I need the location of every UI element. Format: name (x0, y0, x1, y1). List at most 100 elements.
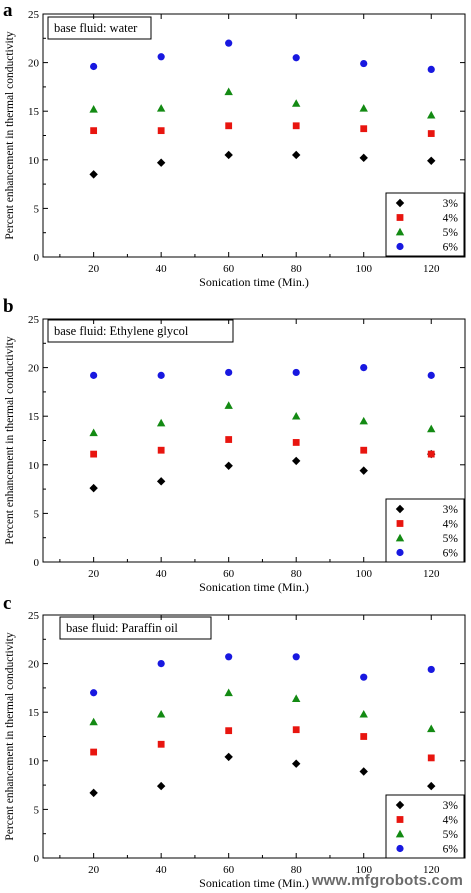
data-point (224, 461, 233, 470)
x-tick-label: 60 (223, 568, 235, 580)
data-point (89, 483, 98, 493)
data-point (157, 371, 165, 379)
data-point (156, 477, 166, 486)
x-tick-label: 40 (156, 864, 168, 876)
chart-panel-a: a base fluid: water 0 5 10 15 20 25 20 40 60 80 100 1… (3, 0, 466, 289)
data-point (359, 104, 368, 112)
data-point (225, 122, 233, 130)
data-point (360, 364, 368, 372)
legend-marker (396, 816, 404, 823)
legend-label: 3% (443, 198, 459, 210)
legend: 3% 4% 5% 6% (385, 498, 465, 563)
data-point (292, 54, 300, 62)
legend-label: 6% (443, 548, 459, 560)
data-point (427, 724, 436, 733)
x-tick-label: 60 (223, 864, 235, 876)
x-tick-label: 20 (88, 263, 100, 275)
data-point (427, 754, 435, 762)
base-fluid-label: base fluid: Ethylene glycol (54, 324, 189, 338)
data-point (224, 87, 233, 96)
legend-label: 4% (443, 815, 459, 827)
data-point (89, 105, 98, 113)
x-axis-label: Sonication time (Min.) (199, 580, 309, 594)
series-4% (90, 122, 435, 137)
series-5% (89, 688, 436, 733)
legend: 3% 4% 5% 6% (385, 794, 465, 859)
base-fluid-label: base fluid: Paraffin oil (66, 621, 178, 635)
data-point (292, 99, 301, 107)
data-point (157, 660, 165, 668)
base-fluid-label: base fluid: water (54, 21, 138, 35)
data-point (89, 717, 98, 726)
y-tick-label: 25 (28, 610, 40, 622)
series-6% (90, 653, 435, 697)
x-tick-label: 120 (423, 568, 440, 580)
legend-marker (396, 520, 404, 527)
y-tick-label: 10 (28, 460, 40, 472)
data-point (292, 759, 301, 768)
legend-marker (395, 227, 405, 236)
data-point (156, 709, 166, 718)
y-tick-label: 0 (34, 853, 40, 865)
y-tick-label: 5 (34, 804, 40, 816)
base-fluid-box (59, 616, 212, 640)
data-point (292, 412, 301, 420)
y-tick-label: 10 (28, 155, 40, 167)
x-axis-label: Sonication time (Min.) (199, 275, 309, 289)
data-point (90, 748, 98, 756)
y-tick-label: 5 (34, 203, 40, 215)
y-tick-label: 0 (34, 252, 40, 264)
x-tick-label: 100 (355, 263, 372, 275)
data-point (427, 156, 436, 165)
legend-label: 6% (443, 844, 459, 856)
x-tick-label: 20 (88, 568, 100, 580)
data-point (225, 436, 233, 443)
legend-marker (395, 198, 405, 208)
legend-marker (395, 829, 405, 838)
base-fluid-box (47, 16, 152, 40)
legend-marker (396, 548, 404, 557)
data-point (427, 424, 436, 433)
data-point (225, 653, 233, 661)
series-5% (89, 401, 436, 437)
data-point (89, 428, 98, 437)
chart-panel-b: b base fluid: Ethylene glycol 0 5 10 15 20 25 20… (3, 296, 466, 594)
x-axis-label: Sonication time (Min.) (199, 876, 309, 890)
panel-label: a (3, 0, 13, 21)
data-point (90, 127, 98, 135)
data-point (90, 371, 98, 379)
data-point (90, 689, 98, 697)
x-tick-label: 40 (156, 568, 168, 580)
data-point (156, 158, 166, 167)
watermark-text: www.mfgrobots.com (311, 872, 463, 889)
y-tick-label: 20 (28, 659, 40, 671)
data-point (427, 450, 435, 458)
x-tick-label: 20 (88, 864, 100, 876)
base-fluid-box (47, 319, 234, 343)
y-axis-label: Percent enhancement in thermal conductiv… (4, 336, 16, 544)
legend-label: 5% (443, 227, 459, 239)
data-point (90, 62, 98, 71)
y-tick-label: 25 (28, 314, 40, 326)
data-point (427, 371, 435, 379)
y-tick-label: 15 (28, 707, 40, 719)
data-point (427, 665, 435, 674)
data-point (360, 59, 368, 68)
legend: 3% 4% 5% 6% (385, 192, 465, 257)
data-point (292, 122, 300, 130)
data-point (292, 456, 301, 466)
series-3% (89, 752, 436, 798)
legend-marker (395, 504, 405, 514)
data-point (360, 446, 368, 454)
legend-marker (395, 533, 405, 542)
data-point (427, 110, 436, 119)
data-point (427, 65, 435, 74)
y-axis-label: Percent enhancement in thermal conductiv… (4, 632, 16, 840)
legend-label: 6% (443, 242, 459, 254)
y-axis-label: Percent enhancement in thermal conductiv… (4, 31, 16, 239)
legend-marker (395, 800, 405, 810)
data-point (224, 150, 233, 160)
data-point (360, 673, 368, 681)
data-point (156, 418, 166, 427)
